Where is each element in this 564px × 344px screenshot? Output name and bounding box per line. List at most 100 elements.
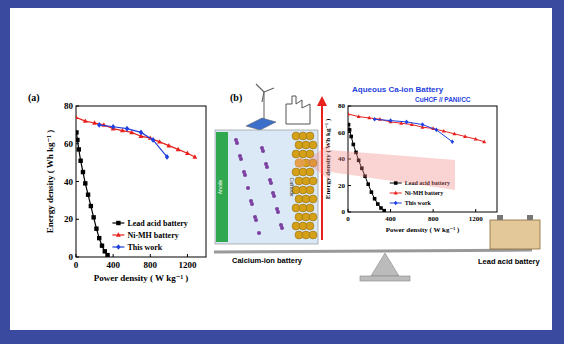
factory	[286, 96, 310, 124]
marker	[421, 122, 425, 127]
y-tick-label: 20	[338, 182, 346, 190]
anode-label: Anode	[217, 180, 223, 195]
y-tick-label: 60	[64, 139, 74, 149]
legend-label: Lead acid battery	[127, 219, 187, 228]
y-tick-label: 60	[338, 129, 346, 137]
marker	[86, 193, 90, 197]
plot-frame	[76, 106, 206, 257]
series-line	[76, 117, 195, 157]
marker	[348, 128, 351, 132]
marker	[92, 120, 97, 124]
beam	[214, 250, 532, 252]
legend: Lead acid batteryNi-MH batteryThis work	[112, 219, 187, 252]
series-line	[99, 125, 167, 157]
cathode-particle	[306, 186, 314, 194]
legend-label: This work	[127, 243, 162, 252]
y-tick-label: 80	[64, 101, 74, 111]
marker	[348, 112, 350, 116]
x-tick-label: 1200	[178, 260, 197, 270]
marker	[474, 137, 478, 141]
marker	[139, 130, 143, 136]
marker	[165, 154, 169, 160]
marker	[382, 209, 386, 212]
cathode-label: Cathode	[289, 178, 295, 197]
x-axis-label: Power density ( W kg⁻¹ )	[94, 273, 189, 283]
marker	[151, 137, 155, 143]
marker	[366, 182, 370, 186]
marker	[81, 170, 85, 174]
solar-panel	[246, 118, 276, 130]
data-group	[76, 115, 197, 257]
ion	[269, 181, 273, 185]
x-axis-label: Power density ( W kg⁻¹ )	[386, 226, 460, 234]
marker	[78, 159, 82, 163]
ion	[280, 226, 284, 230]
y-axis-label: Energy density ( Wh kg⁻¹ )	[45, 130, 55, 234]
x-tick-label: 400	[385, 215, 396, 223]
x-tick-label: 0	[74, 260, 79, 270]
right-label: Lead acid battery	[478, 257, 541, 266]
ion	[261, 149, 265, 153]
marker	[100, 243, 104, 247]
x-tick-label: 0	[346, 215, 350, 223]
cathode-particle	[309, 195, 317, 203]
highlight-arrow	[305, 143, 455, 190]
marker	[83, 181, 87, 185]
y-tick-label: 80	[338, 102, 346, 110]
cathode-particle	[309, 213, 317, 221]
y-tick	[76, 181, 79, 182]
marker	[103, 249, 107, 253]
marker	[379, 206, 383, 210]
cathode-particle	[309, 177, 317, 185]
chart: 04008001200020406080Power density ( W kg…	[28, 92, 206, 283]
marker	[176, 147, 181, 151]
marker	[370, 190, 374, 194]
subtitle: CuHCF // PANI/CC	[415, 96, 471, 103]
title: Aqueous Ca-ion Battery	[352, 85, 444, 94]
ion	[276, 210, 280, 214]
marker	[463, 134, 467, 138]
marker	[105, 253, 109, 257]
marker	[83, 118, 88, 122]
marker	[367, 116, 371, 120]
legend-marker	[394, 201, 398, 206]
highlight-dot	[295, 158, 305, 168]
x-tick-label: 1200	[469, 215, 484, 223]
marker	[76, 130, 79, 134]
marker	[77, 147, 81, 151]
x-tick	[390, 209, 391, 212]
legend-marker	[116, 232, 121, 236]
marker	[125, 126, 129, 132]
y-tick	[76, 257, 79, 258]
electrolyte	[215, 130, 318, 244]
y-tick	[76, 106, 79, 107]
cathode-particle	[306, 204, 314, 212]
legend-marker	[116, 244, 120, 250]
marker	[373, 197, 377, 201]
marker	[442, 129, 446, 133]
ion	[254, 218, 258, 222]
ion	[265, 165, 269, 169]
marker	[373, 117, 377, 122]
ion	[243, 173, 247, 177]
y-tick-label: 40	[64, 177, 74, 187]
ion	[239, 157, 243, 161]
marker	[94, 226, 98, 230]
y-tick	[348, 185, 351, 186]
ion	[250, 202, 254, 206]
marker	[352, 143, 356, 147]
left-label: Calcium-ion battery	[232, 256, 303, 265]
marker	[405, 120, 409, 125]
y-tick	[76, 219, 79, 220]
marker	[76, 115, 78, 119]
marker	[452, 132, 456, 136]
x-tick	[150, 254, 151, 257]
series-line	[348, 114, 484, 142]
marker	[185, 151, 190, 155]
terminal	[527, 215, 533, 220]
x-tick	[187, 254, 188, 257]
y-tick	[348, 106, 351, 107]
ion	[246, 186, 250, 190]
terminal	[497, 215, 503, 220]
x-tick-label: 800	[144, 260, 158, 270]
